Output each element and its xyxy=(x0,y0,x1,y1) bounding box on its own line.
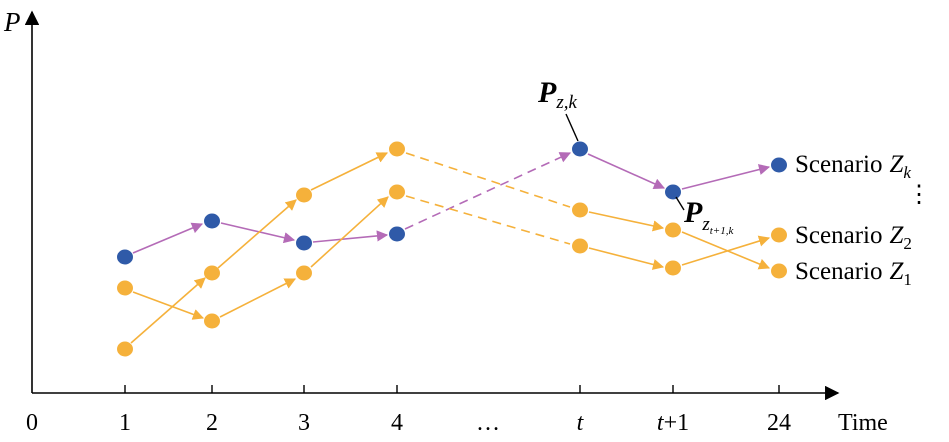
edge-o-b6 xyxy=(681,235,771,266)
edge-o-b5 xyxy=(588,247,665,270)
node-o-tb xyxy=(572,238,588,254)
node-k-4 xyxy=(389,226,405,242)
node-o-24a xyxy=(771,227,787,243)
annotation-pzt1k-pointer xyxy=(675,196,685,211)
scenario-k-nodes xyxy=(117,141,787,265)
node-o-3a xyxy=(296,187,312,203)
node-o-ta xyxy=(572,202,588,218)
edge-o-b3 xyxy=(310,196,389,268)
tick-label-ellipsis: … xyxy=(476,410,500,436)
annotation-pzk-main: P xyxy=(537,76,557,109)
tick-label-t: t xyxy=(577,410,585,436)
node-o-t1a xyxy=(665,222,681,238)
tick-label-t-plus-1: t+1 xyxy=(657,410,689,436)
node-o-3b xyxy=(296,265,312,281)
annotation-pzk-sub: z,k xyxy=(555,92,577,113)
edge-o-a2 xyxy=(217,199,297,269)
node-k-2 xyxy=(204,213,220,229)
node-k-24 xyxy=(771,157,787,173)
orange-scenario-edges xyxy=(130,152,771,344)
annotation-pzt1k-sub: z xyxy=(701,214,710,235)
vertical-ellipsis: ⋮ xyxy=(907,182,931,208)
tick-marks xyxy=(124,385,780,393)
node-k-t1 xyxy=(665,184,681,200)
node-o-24b xyxy=(771,263,787,279)
edge-o-a4 xyxy=(405,152,571,208)
edge-k-1-2 xyxy=(132,222,204,254)
edge-o-a6 xyxy=(681,231,771,270)
edge-k-t1-24 xyxy=(681,164,771,190)
node-o-1b xyxy=(117,341,133,357)
edge-k-3-4 xyxy=(312,230,389,243)
edge-o-b2 xyxy=(219,278,296,318)
edge-o-a3 xyxy=(310,152,389,191)
edge-k-4-t xyxy=(404,152,572,230)
node-o-t1b xyxy=(665,260,681,276)
node-k-3 xyxy=(296,235,312,251)
annotation-pzt1k-subsub: t+1,k xyxy=(710,225,735,237)
tick-label-24: 24 xyxy=(767,410,791,436)
y-axis-label: P xyxy=(3,7,21,37)
annotation-pzk: Pz,k xyxy=(537,76,577,113)
scenario-k-edges xyxy=(132,152,771,254)
annotation-pzt1k: Pzt+1,k xyxy=(683,196,734,237)
scenario-label-2: Scenario Z2 xyxy=(795,222,912,253)
tick-label-3: 3 xyxy=(298,410,310,436)
node-o-4b xyxy=(389,184,405,200)
tick-label-1: 1 xyxy=(119,410,131,436)
edge-o-a1 xyxy=(130,277,206,344)
node-o-2b xyxy=(204,313,220,329)
edge-o-b4 xyxy=(405,195,571,245)
origin-label: 0 xyxy=(26,410,38,436)
edge-k-2-3 xyxy=(220,222,296,244)
annotation-pzt1k-main: P xyxy=(683,196,703,229)
node-k-t xyxy=(572,141,588,157)
node-k-1 xyxy=(117,249,133,265)
scenario-label-1: Scenario Z1 xyxy=(795,258,912,289)
annotation-pzk-pointer xyxy=(565,113,579,142)
orange-nodes xyxy=(117,141,787,357)
tick-label-2: 2 xyxy=(206,410,218,436)
node-o-2a xyxy=(204,265,220,281)
edge-o-a5 xyxy=(588,211,665,232)
x-axis-label: Time xyxy=(838,410,888,436)
scenario-label-k: Scenario Zk xyxy=(795,151,911,182)
edge-o-b1 xyxy=(132,291,205,320)
tick-label-4: 4 xyxy=(391,410,403,436)
node-o-1a xyxy=(117,280,133,296)
edge-k-t-t1 xyxy=(587,153,666,189)
node-o-4a xyxy=(389,141,405,157)
